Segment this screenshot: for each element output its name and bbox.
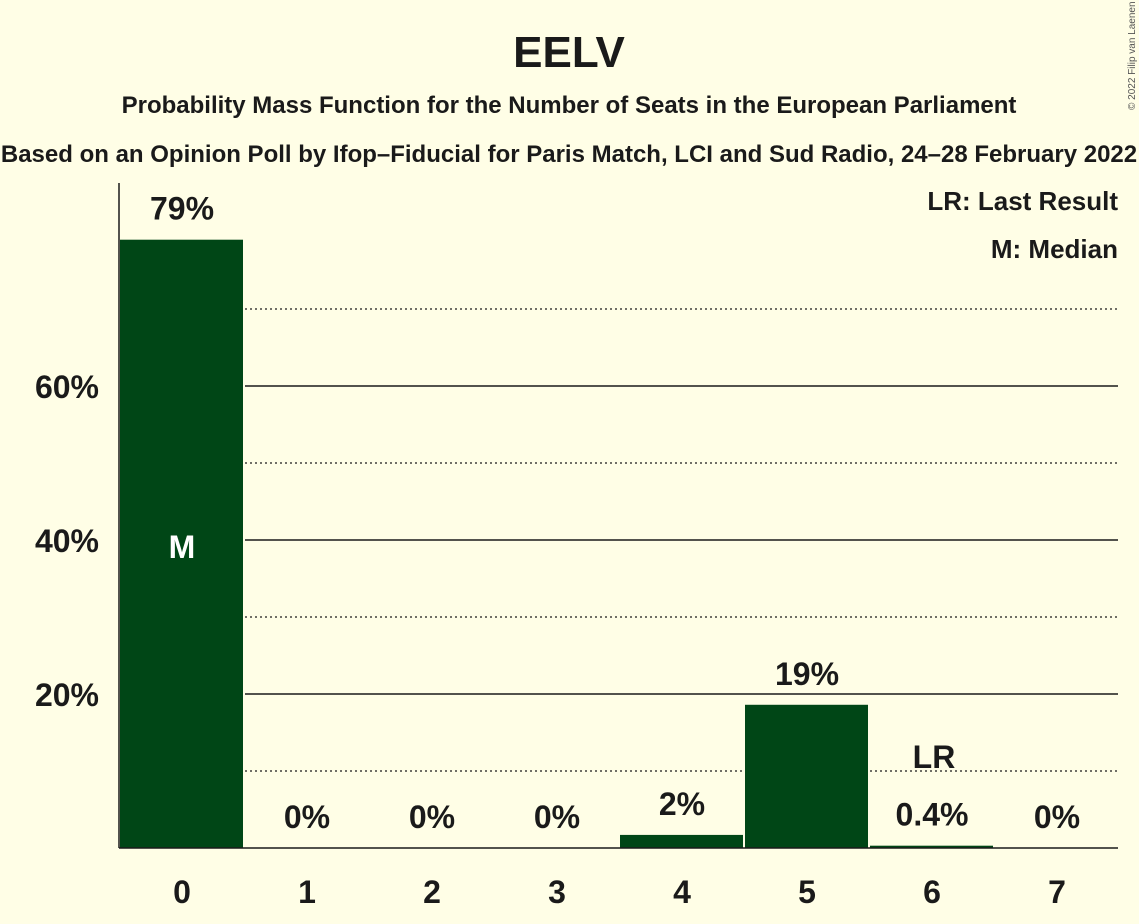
bar-0 — [120, 239, 243, 848]
x-tick-label: 4 — [673, 874, 691, 910]
bar-5 — [745, 704, 868, 848]
x-axis-ticks: 0 1 2 3 4 5 6 7 — [173, 874, 1066, 910]
x-tick-label: 7 — [1048, 874, 1066, 910]
bar-6 — [870, 845, 993, 848]
x-tick-label: 6 — [923, 874, 941, 910]
data-label-6: 0.4% — [896, 797, 969, 833]
x-tick-label: 0 — [173, 874, 191, 910]
data-label-5: 19% — [775, 656, 839, 692]
y-tick-label: 40% — [35, 523, 99, 559]
copyright-notice: © 2022 Filip van Laenen — [1127, 1, 1138, 110]
y-tick-label: 60% — [35, 369, 99, 405]
data-label-0: 79% — [150, 191, 214, 227]
data-label-4: 2% — [659, 786, 705, 822]
chart-title: EELV — [513, 28, 625, 77]
data-label-2: 0% — [409, 799, 455, 835]
chart-subtitle-poll: Based on an Opinion Poll by Ifop–Fiducia… — [1, 141, 1137, 168]
y-axis-ticks: 20% 40% 60% — [35, 369, 99, 713]
legend-last-result: LR: Last Result — [927, 186, 1118, 216]
x-tick-label: 2 — [423, 874, 441, 910]
legend-median: M: Median — [991, 234, 1118, 264]
x-tick-label: 3 — [548, 874, 566, 910]
last-result-marker: LR — [913, 739, 956, 775]
data-label-3: 0% — [534, 799, 580, 835]
median-marker: M — [169, 529, 196, 565]
x-tick-label: 5 — [798, 874, 816, 910]
bar-4 — [620, 834, 743, 848]
data-label-1: 0% — [284, 799, 330, 835]
gridlines — [245, 308, 1118, 772]
data-label-7: 0% — [1034, 799, 1080, 835]
y-tick-label: 20% — [35, 677, 99, 713]
x-tick-label: 1 — [298, 874, 316, 910]
bars — [120, 239, 993, 848]
chart-subtitle: Probability Mass Function for the Number… — [122, 92, 1017, 119]
data-labels: 79% M 0% 0% 0% 2% 19% 0.4% LR 0% — [150, 191, 1080, 835]
